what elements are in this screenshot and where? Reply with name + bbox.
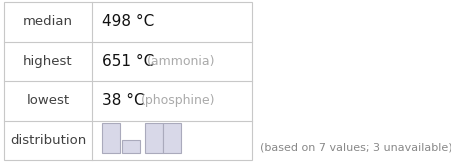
- Text: 38 °C: 38 °C: [102, 93, 144, 108]
- Bar: [145, 123, 163, 153]
- Text: (based on 7 values; 3 unavailable): (based on 7 values; 3 unavailable): [259, 142, 451, 152]
- Bar: [122, 140, 140, 153]
- Bar: [4, 2, 252, 160]
- Bar: [163, 123, 180, 153]
- Text: (phosphine): (phosphine): [140, 94, 215, 107]
- Text: distribution: distribution: [10, 134, 86, 147]
- Text: median: median: [23, 15, 73, 28]
- Text: 498 °C: 498 °C: [102, 14, 154, 29]
- Text: (ammonia): (ammonia): [147, 55, 215, 68]
- Text: 651 °C: 651 °C: [102, 54, 154, 69]
- Text: highest: highest: [23, 55, 73, 68]
- Text: lowest: lowest: [26, 94, 69, 107]
- Bar: [102, 123, 120, 153]
